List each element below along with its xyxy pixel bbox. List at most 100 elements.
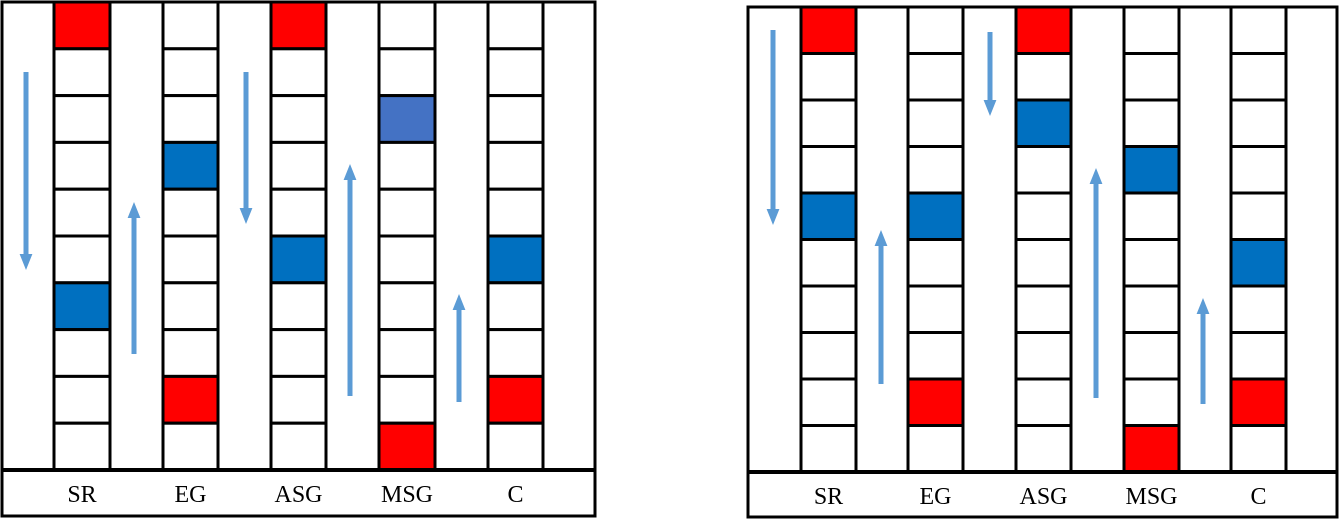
panel-2: SR EG ASG MSG C (746, 5, 1339, 519)
panel-1: SR EG ASG MSG C (0, 0, 597, 518)
red-cell (1014, 5, 1073, 55)
ladder-cell (1122, 238, 1181, 288)
blue-cell (377, 94, 437, 144)
ladder-cell (377, 187, 437, 238)
ladder-column-sr (52, 0, 112, 472)
red-cell (1229, 377, 1288, 427)
ladder-cell (161, 187, 220, 238)
ladder-cell (906, 5, 965, 55)
ladder-cell (1014, 424, 1073, 474)
ladder-cell (52, 187, 112, 238)
red-cell (799, 5, 858, 55)
ladder-cell (799, 377, 858, 427)
blue-cell (1014, 98, 1073, 148)
ladder-cell (1122, 377, 1181, 427)
ladder-cell (377, 0, 437, 51)
ladder-cell (486, 281, 545, 332)
column-label: C (507, 482, 523, 508)
ladder-cell (161, 421, 220, 472)
ladder-cell (377, 234, 437, 285)
blue-cell (161, 140, 220, 191)
ladder-cell (799, 284, 858, 334)
ladder-cell (906, 145, 965, 195)
column-label: SR (67, 482, 96, 508)
blue-cell (269, 234, 328, 285)
column-label: ASG (1019, 484, 1067, 510)
ladder-cell (799, 145, 858, 195)
column-label: SR (814, 484, 843, 510)
ladder-cell (1014, 377, 1073, 427)
ladder-cell (377, 328, 437, 378)
ladder-cell (269, 94, 328, 144)
ladder-column-eg (161, 0, 220, 472)
ladder-cell (269, 374, 328, 425)
ladder-column-c (1229, 5, 1288, 474)
ladder-cell (1229, 284, 1288, 334)
ladder-cell (161, 281, 220, 332)
ladder-cell (1014, 52, 1073, 102)
ladder-cell (52, 234, 112, 285)
ladder-column-msg (377, 0, 437, 472)
column-label: EG (175, 482, 207, 508)
ladder-cell (377, 374, 437, 425)
blue-cell (486, 234, 545, 285)
ladder-cell (269, 281, 328, 332)
column-label: C (1250, 484, 1266, 510)
red-cell (377, 421, 437, 472)
ladder-cell (1122, 52, 1181, 102)
ladder-cell (486, 0, 545, 51)
ladder-cell (269, 140, 328, 191)
ladder-cell (1014, 191, 1073, 241)
ladder-cell (52, 47, 112, 98)
ladder-cell (1122, 5, 1181, 55)
blue-cell (52, 281, 112, 332)
red-cell (486, 374, 545, 425)
ladder-cell (52, 421, 112, 472)
ladder-column-asg (1014, 5, 1073, 474)
ladder-cell (377, 47, 437, 98)
ladder-cell (799, 238, 858, 288)
ladder-cell (486, 140, 545, 191)
ladder-cell (1122, 284, 1181, 334)
ladder-cell (1014, 238, 1073, 288)
ladder-cell (52, 140, 112, 191)
ladder-column-eg (906, 5, 965, 474)
ladder-cell (1229, 52, 1288, 102)
ladder-cell (161, 328, 220, 378)
ladder-cell (799, 98, 858, 148)
ladder-cell (269, 328, 328, 378)
ladder-cell (1229, 191, 1288, 241)
ladder-cell (906, 284, 965, 334)
ladder-cell (52, 94, 112, 144)
ladder-cell (1014, 331, 1073, 381)
red-cell (1122, 424, 1181, 474)
red-cell (52, 0, 112, 51)
ladder-cell (799, 424, 858, 474)
ladder-cell (1229, 145, 1288, 195)
ladder-cell (269, 187, 328, 238)
column-label: MSG (381, 482, 433, 508)
ladder-cell (486, 47, 545, 98)
ladder-column-msg (1122, 5, 1181, 474)
ladder-cell (486, 187, 545, 238)
ladder-cell (52, 374, 112, 425)
ladder-cell (1229, 424, 1288, 474)
red-cell (906, 377, 965, 427)
ladder-cell (1122, 98, 1181, 148)
blue-cell (1122, 145, 1181, 195)
ladder-cell (486, 94, 545, 144)
ladder-cell (269, 47, 328, 98)
ladder-cell (161, 0, 220, 51)
ladder-cell (1122, 331, 1181, 381)
ladder-cell (906, 331, 965, 381)
ladder-cell (906, 52, 965, 102)
ladder-cell (1122, 191, 1181, 241)
ladder-cell (1229, 5, 1288, 55)
ladder-cell (377, 140, 437, 191)
column-label: ASG (274, 482, 322, 508)
blue-cell (799, 191, 858, 241)
ladder-cell (161, 94, 220, 144)
ladder-cell (377, 281, 437, 332)
